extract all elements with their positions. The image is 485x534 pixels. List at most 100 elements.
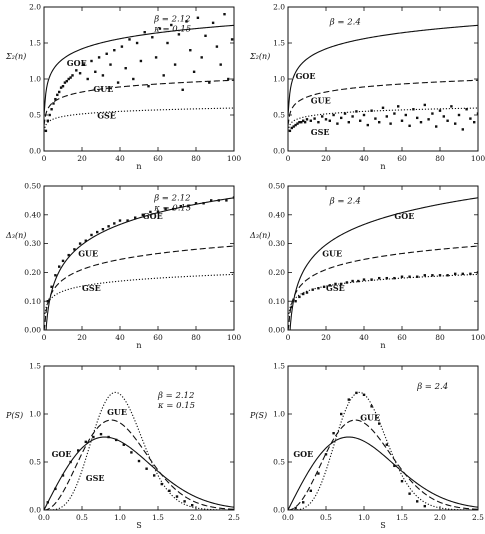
data-point	[67, 253, 70, 257]
data-point	[296, 122, 299, 125]
data-point	[416, 275, 419, 278]
parameter-annotation: κ = 0.15	[157, 401, 195, 411]
series-gue-line	[288, 245, 478, 330]
data-point	[355, 110, 358, 113]
data-point	[385, 115, 388, 118]
series-goe-line	[44, 436, 234, 510]
data-point	[408, 124, 411, 127]
curve-label-goe: GOE	[293, 449, 313, 459]
data-point	[366, 123, 369, 127]
data-point	[204, 34, 207, 37]
data-point	[50, 108, 53, 111]
data-point	[94, 70, 97, 73]
y-tick-label: 0.0	[29, 506, 41, 515]
y-tick-label: 1.5	[273, 39, 285, 48]
data-point	[107, 225, 110, 228]
data-point	[298, 121, 301, 124]
data-point	[309, 119, 312, 122]
y-axis-label: Δ₃(n)	[5, 231, 26, 240]
curve-label-gue: GUE	[93, 84, 113, 94]
curve-label-gue: GUE	[78, 249, 98, 259]
data-point	[389, 122, 392, 125]
data-point	[56, 93, 59, 97]
chart-panel-1: 0 20 40 60 80 100 0.0 0.5 1.0 1.5 2.0 Σ₂(n) n GOE GUE G…	[5, 3, 241, 171]
data-point	[400, 275, 404, 278]
data-point	[202, 202, 205, 205]
data-point	[149, 210, 152, 214]
x-tick-label: 80	[191, 333, 201, 342]
data-point	[400, 480, 404, 483]
chart-panel-3: 0 20 40 60 80 100 0.00 0.10 0.20 0.30 0.40 0.50 Δ₃(n…	[5, 182, 241, 350]
y-tick-label: 0.10	[268, 297, 285, 306]
data-point	[431, 274, 434, 277]
data-point	[362, 393, 366, 396]
y-axis-label: Σ₂(n)	[5, 52, 26, 61]
data-point	[166, 41, 169, 45]
parameter-annotation: β = 2.12	[157, 391, 194, 401]
data-point	[116, 81, 120, 84]
parameter-annotation: β = 2.4	[416, 382, 448, 392]
curve-label-goe: GOE	[67, 58, 87, 68]
data-point	[298, 295, 301, 299]
data-point	[61, 85, 65, 88]
data-point	[65, 79, 68, 83]
parameter-annotation: β = 2.12	[153, 15, 190, 25]
x-axis-label: n	[136, 162, 141, 171]
parameter-annotation: κ = 0.15	[153, 25, 191, 35]
x-tick-label: 20	[321, 333, 331, 342]
data-point	[141, 213, 144, 216]
data-point	[340, 412, 343, 416]
data-point	[217, 199, 220, 202]
series-goe-line	[288, 436, 478, 510]
data-point	[374, 117, 377, 120]
curve-label-gse: GSE	[311, 127, 330, 137]
data-point	[378, 121, 381, 124]
x-tick-label: 80	[191, 154, 201, 163]
y-axis-label: P(S)	[249, 411, 267, 420]
data-point	[71, 74, 74, 77]
curve-label-goe: GOE	[394, 211, 414, 221]
series-goe-line	[44, 24, 234, 117]
data-point	[294, 300, 297, 303]
y-tick-label: 0.00	[24, 326, 41, 335]
data-point	[143, 31, 146, 34]
x-tick-label: 2.0	[434, 513, 446, 522]
data-point	[52, 102, 55, 105]
data-point	[340, 282, 343, 286]
data-point	[457, 113, 461, 117]
data-point	[324, 453, 328, 456]
data-point	[317, 287, 320, 290]
y-tick-label: 1.0	[273, 410, 285, 419]
y-tick-label: 0.20	[24, 268, 41, 277]
data-point	[177, 33, 181, 36]
data-point	[158, 27, 162, 30]
x-tick-label: 0	[42, 154, 47, 163]
y-tick-label: 0.0	[29, 147, 41, 156]
y-tick-label: 0.5	[273, 111, 285, 120]
data-point	[215, 45, 219, 48]
data-point	[97, 56, 101, 59]
data-point	[135, 41, 139, 45]
data-point	[96, 230, 99, 234]
data-point	[446, 119, 449, 122]
data-point	[362, 113, 366, 117]
y-tick-label: 0.20	[268, 268, 285, 277]
data-point	[378, 422, 381, 425]
y-tick-label: 1.5	[29, 362, 41, 371]
data-point	[393, 276, 396, 280]
y-tick-label: 2.0	[273, 3, 285, 12]
data-point	[473, 121, 476, 124]
chart-panel-5: 0.0 0.5 1.0 1.5 2.0 2.5 0.0 0.5 1.0 1.5 P(S) S GUE GO…	[5, 362, 240, 530]
data-point	[321, 115, 324, 118]
data-point	[44, 129, 48, 133]
y-tick-label: 0.5	[29, 458, 41, 467]
data-point	[370, 405, 373, 408]
series-gse-line	[44, 273, 234, 317]
x-tick-label: 0.0	[282, 513, 294, 522]
data-point	[461, 128, 464, 131]
data-point	[128, 38, 131, 41]
x-tick-label: 60	[153, 333, 163, 342]
y-tick-label: 0.0	[273, 506, 285, 515]
data-point	[46, 119, 49, 122]
series-gue-line	[44, 419, 234, 510]
